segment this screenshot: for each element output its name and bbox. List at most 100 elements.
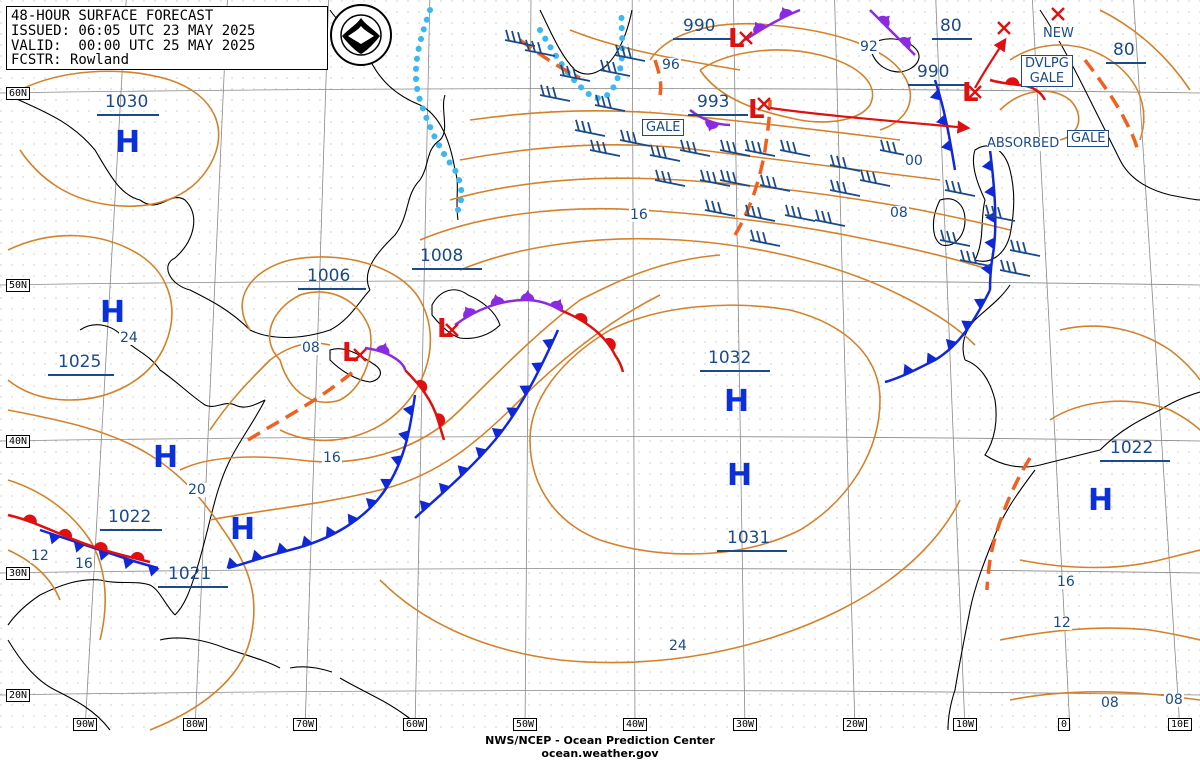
pressure-80-east: 80 [1113, 40, 1135, 60]
isobar-14 [419, 207, 991, 271]
longitude-label: 80W [183, 718, 208, 731]
high-center-carolina: H [230, 512, 256, 547]
front-triangle [276, 542, 288, 554]
front-triangle [961, 320, 973, 332]
wind-barb [524, 39, 556, 57]
low-center-993: L [748, 95, 765, 125]
wind-barb [559, 64, 591, 82]
header-forecaster: FCSTR: Rowland [11, 52, 130, 68]
isobar-label-08-south: 08 [1100, 695, 1120, 711]
longitude-line [524, 0, 532, 731]
header-issued: ISSUED: 06:05 UTC 23 MAY 2025 [11, 23, 256, 39]
isobar-label-12-east: 12 [1052, 615, 1072, 631]
front-triangle [402, 404, 414, 417]
isobar-label-24-south: 24 [668, 638, 688, 654]
longitude-line [304, 0, 329, 731]
coast-britain [972, 145, 1015, 262]
isobar-label-24-west: 24 [119, 330, 139, 346]
occluded-front-5 [869, 9, 916, 56]
new-low-label: NEW [1043, 26, 1074, 41]
pressure-990-north: 990 [683, 16, 716, 36]
coast-france [962, 284, 1011, 361]
latitude-line [0, 690, 1200, 696]
wind-barb [654, 169, 686, 187]
isobar-label-08-west: 08 [301, 340, 321, 356]
low-x-marker [757, 97, 771, 111]
isobar-label-00: 00 [904, 153, 924, 169]
noaa-bird-icon [340, 14, 382, 56]
graticule [0, 0, 1200, 731]
front-triangle [878, 15, 890, 27]
longitude-label: 10W [953, 718, 978, 731]
low-center-1008: L [437, 314, 454, 344]
front-triangle [936, 114, 948, 127]
pressure-80-east-underline [1106, 62, 1146, 64]
pressure-990-east: 990 [917, 62, 950, 82]
wind-barb [814, 209, 846, 227]
occluded-front-marks [375, 6, 912, 355]
isobar-25 [1019, 549, 1200, 569]
isobar-label-16-atlantic: 16 [629, 207, 649, 223]
front-triangle [464, 306, 476, 319]
front-semicircle [574, 313, 588, 324]
pressure-1032: 1032 [708, 348, 752, 368]
pressure-1022-east-underline [1100, 460, 1170, 462]
warm-front-bumps [23, 77, 1020, 561]
wind-barb [649, 144, 681, 162]
longitude-line [84, 0, 127, 731]
isobar-18 [699, 49, 874, 123]
trough-2 [733, 99, 772, 236]
coast-iberia [964, 359, 1101, 468]
isobar-23 [1059, 325, 1200, 381]
longitude-line [1133, 0, 1181, 731]
longitude-line [834, 0, 856, 731]
longitude-line [194, 0, 228, 731]
isobar-5 [7, 549, 61, 601]
isobar-16 [459, 144, 941, 181]
latitude-label: 20N [6, 689, 31, 702]
gale-warning-label-east: GALE [1067, 130, 1110, 147]
coast-florida [7, 579, 176, 626]
wind-barb [999, 259, 1031, 277]
front-semicircle [58, 528, 72, 539]
warm-front-4 [989, 78, 1047, 101]
pressure-1008: 1008 [420, 246, 464, 266]
low-x-marker [353, 348, 367, 362]
front-triangle [251, 549, 263, 562]
front-triangle [491, 427, 504, 439]
isobar-19 [649, 22, 912, 131]
header-valid: VALID: 00:00 UTC 25 MAY 2025 [11, 38, 256, 54]
footer-agency: NWS/NCEP - Ocean Prediction Center [485, 734, 715, 747]
longitude-label: 0 [1058, 718, 1071, 731]
isobar-label-20: 20 [187, 482, 207, 498]
wind-barb [619, 129, 651, 147]
longitude-label: 70W [293, 718, 318, 731]
isobar-12 [379, 499, 961, 664]
front-triangle [475, 447, 487, 459]
pressure-1022-west: 1022 [108, 507, 152, 527]
isobar-26 [999, 627, 1200, 641]
cold-front-5 [988, 149, 997, 291]
trough-3 [1083, 58, 1139, 151]
high-center-ohio: H [153, 440, 179, 475]
front-triangle [419, 500, 431, 512]
trough-4 [985, 457, 1032, 591]
longitude-label: 90W [73, 718, 98, 731]
longitude-label: 10E [1168, 718, 1193, 731]
front-triangle [376, 342, 389, 355]
isobar-label-08-corner: 08 [1164, 692, 1184, 708]
trough-1 [247, 368, 357, 442]
isobar-label-16-gulf: 16 [74, 556, 94, 572]
wind-barb [719, 169, 751, 187]
gale-warning-label-west: GALE [642, 119, 685, 136]
front-triangle [226, 557, 239, 569]
longitude-line [733, 0, 746, 731]
front-triangle [531, 362, 543, 373]
front-triangle [755, 21, 766, 34]
high-center-1030: H [115, 125, 141, 160]
front-triangle [542, 338, 555, 350]
front-triangle [903, 363, 915, 376]
latitude-line [0, 280, 1200, 286]
wind-barb [589, 139, 621, 157]
isobar-24 [1049, 400, 1200, 431]
